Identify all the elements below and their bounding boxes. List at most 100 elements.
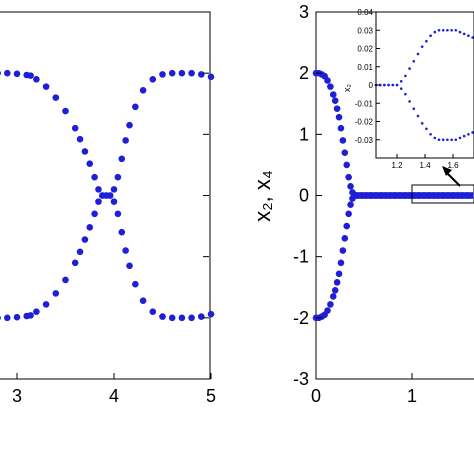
left-series-3-point bbox=[188, 314, 195, 322]
left-series-1-point bbox=[0, 315, 1, 321]
left-series-0-point bbox=[33, 75, 40, 83]
right-series-0-point bbox=[347, 183, 354, 190]
right-series-1-point bbox=[324, 307, 331, 314]
left-series-3-point bbox=[178, 314, 186, 322]
right-series-1-point bbox=[333, 279, 341, 286]
inset-series-0-point bbox=[437, 28, 441, 32]
left-series-1-point bbox=[42, 301, 50, 308]
inset-series-1-point bbox=[404, 92, 407, 96]
inset-y-tick-label: 0 bbox=[369, 81, 374, 90]
right-series-2-point bbox=[389, 192, 397, 199]
right-series-2-point bbox=[427, 192, 435, 199]
right-x-tick-label: 1 bbox=[407, 386, 417, 406]
right-y-tick-label: -2 bbox=[293, 308, 309, 328]
zoom-arrow bbox=[442, 166, 461, 187]
left-series-0-point bbox=[86, 160, 94, 167]
inset-series-0-point bbox=[446, 28, 449, 32]
right-series-2-point bbox=[350, 192, 358, 199]
inset-series-0-point bbox=[471, 36, 474, 39]
right-series-1-point bbox=[329, 293, 337, 300]
inset-series-0-point bbox=[450, 28, 453, 32]
right-plot-marks bbox=[312, 69, 474, 322]
inset-series-1-point bbox=[429, 132, 432, 136]
right-series-0-point bbox=[331, 97, 339, 104]
left-series-3-point bbox=[114, 210, 122, 218]
left-series-2-point bbox=[126, 121, 133, 129]
right-series-1-point bbox=[331, 287, 339, 294]
inset-series-1-point bbox=[408, 100, 411, 103]
left-series-3-point bbox=[198, 313, 205, 320]
left-series-0-point bbox=[27, 72, 34, 79]
left-series-3-point bbox=[159, 313, 166, 320]
left-series-1-point bbox=[13, 313, 21, 321]
inset-series-0-point bbox=[433, 30, 437, 34]
right-series-0-point bbox=[327, 83, 334, 90]
left-series-0-point bbox=[13, 70, 21, 78]
right-series-2-point bbox=[403, 192, 411, 199]
left-series-0-point bbox=[71, 124, 79, 132]
right-y-tick-label: 0 bbox=[299, 186, 309, 206]
right-y-tick-label: -1 bbox=[293, 247, 309, 267]
inset-series-1-point bbox=[387, 83, 390, 87]
left-series-3-point bbox=[122, 247, 129, 254]
inset-series-1-point bbox=[391, 83, 395, 87]
right-series-2-point bbox=[456, 192, 464, 199]
inset-series-0-point bbox=[408, 67, 411, 70]
left-series-3-point bbox=[139, 297, 147, 305]
inset-series-0-point bbox=[458, 30, 462, 34]
left-series-1-point bbox=[86, 224, 94, 231]
right-series-0-point bbox=[333, 105, 341, 112]
right-series-0-point bbox=[335, 113, 343, 121]
right-series-2-point bbox=[451, 192, 459, 199]
left-series-2-point bbox=[122, 137, 129, 144]
inset-series-0-point bbox=[416, 52, 420, 56]
left-plot-frame bbox=[0, 11, 211, 380]
left-x-tick-label: 3 bbox=[12, 386, 22, 406]
left-series-1-point bbox=[91, 210, 98, 218]
inset-series-1-point bbox=[437, 138, 441, 142]
inset-series-0-point bbox=[399, 80, 403, 83]
inset-series-1-point bbox=[471, 131, 474, 134]
right-y-tick-label: -3 bbox=[293, 369, 309, 389]
inset-series-1-point bbox=[399, 87, 403, 90]
right-series-0-point bbox=[341, 149, 349, 156]
inset-series-0-point bbox=[412, 59, 416, 63]
left-series-2-point bbox=[149, 75, 157, 83]
right-series-0-point bbox=[339, 137, 347, 144]
left-series-0-point bbox=[95, 186, 102, 193]
left-series-3-point bbox=[106, 192, 114, 199]
right-y-tick-label: 3 bbox=[299, 2, 309, 22]
right-series-2-point bbox=[370, 192, 378, 199]
right-series-0-point bbox=[345, 173, 352, 181]
right-series-2-point bbox=[461, 192, 469, 199]
inset-y-tick-label: -0.01 bbox=[355, 99, 374, 108]
inset-series-1-point bbox=[425, 127, 428, 131]
inset-series-0-point bbox=[425, 39, 428, 43]
left-series-2-point bbox=[188, 69, 195, 77]
inset-series-1-point bbox=[395, 83, 399, 87]
left-series-1-point bbox=[3, 314, 11, 322]
left-series-0-point bbox=[42, 83, 50, 90]
right-series-1-point bbox=[341, 235, 349, 242]
left-series-2-point bbox=[110, 186, 118, 193]
left-series-1-point bbox=[71, 259, 79, 267]
right-series-0-point bbox=[324, 77, 331, 84]
right-y-tick-label: 1 bbox=[299, 124, 309, 144]
left-series-0-point bbox=[62, 107, 69, 115]
left-series-3-point bbox=[118, 228, 126, 236]
left-series-3-point bbox=[110, 198, 118, 205]
left-plot-axes: 3 4 5 bbox=[12, 72, 216, 406]
left-series-3-point bbox=[207, 310, 215, 318]
right-series-2-point bbox=[365, 192, 373, 199]
inset-series-1-point bbox=[458, 136, 462, 140]
inset-series-1-point bbox=[446, 138, 449, 142]
right-series-2-point bbox=[432, 192, 440, 199]
right-series-2-point bbox=[466, 192, 474, 199]
left-series-0-point bbox=[81, 148, 89, 155]
left-series-2-point bbox=[114, 173, 122, 181]
left-series-2-point bbox=[139, 86, 147, 94]
left-plot-marks bbox=[0, 69, 215, 322]
inset-series-0-point bbox=[467, 34, 470, 38]
left-series-1-point bbox=[81, 236, 89, 243]
